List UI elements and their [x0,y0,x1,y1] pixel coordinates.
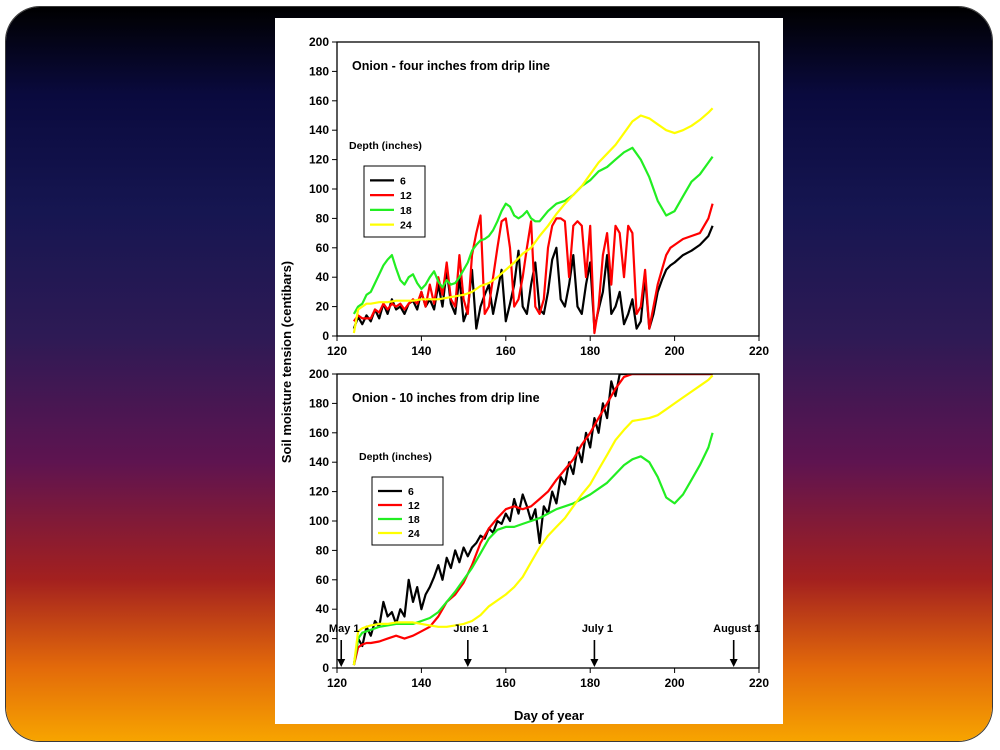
x-tick-label: 140 [411,676,431,690]
y-tick-label: 160 [309,94,329,108]
y-tick-label: 40 [316,602,330,616]
chart-1: 120 140 160 180 200 220 0 20 40 60 80 100 120 140 160 1… [309,35,769,358]
x-tick-label: 200 [665,676,685,690]
x-tick-label: 220 [749,676,769,690]
legend-label-6: 6 [400,175,406,187]
y-tick-label: 120 [309,485,329,499]
y-tick-label: 0 [322,661,329,675]
x-tick-label: 120 [327,676,347,690]
x-tick-label: 140 [411,344,431,358]
date-annotation: August 1 [713,623,760,635]
y-tick-label: 20 [316,632,330,646]
legend-label-18: 18 [408,514,420,526]
date-arrow-head [590,659,599,667]
chart-svg: Soil moisture tension (centibars) Day of… [279,35,769,723]
legend-label-24: 24 [408,528,420,540]
y-tick-label: 60 [316,573,330,587]
x-tick-label: 120 [327,344,347,358]
y-tick-label: 140 [309,123,329,137]
y-tick-label: 160 [309,426,329,440]
series-line-18 [352,146,714,315]
x-tick-label: 200 [665,344,685,358]
date-annotation: July 1 [582,623,613,635]
date-annotation: June 1 [453,623,488,635]
y-tick-label: 100 [309,514,329,528]
y-tick-label: 200 [309,35,329,49]
legend-title: Depth (inches) [359,451,432,463]
legend-label-12: 12 [400,190,412,202]
legend-label-12: 12 [408,500,420,512]
y-tick-label: 40 [316,270,330,284]
legend-title: Depth (inches) [349,140,422,152]
chart-panel: Soil moisture tension (centibars) Day of… [275,18,783,724]
y-tick-label: 80 [316,543,330,557]
x-axis-label: Day of year [514,708,584,723]
series-line-12 [352,374,713,666]
date-annotation: May 1 [329,623,360,635]
date-arrow-head [463,659,472,667]
legend-label-24: 24 [400,220,412,232]
y-tick-label: 120 [309,153,329,167]
y-tick-label: 100 [309,182,329,196]
date-arrow-head [337,659,346,667]
chart-title: Onion - four inches from drip line [352,59,550,73]
legend-label-18: 18 [400,205,412,217]
x-tick-label: 180 [580,676,600,690]
series-line-24 [352,107,714,334]
y-tick-label: 180 [309,396,329,410]
x-tick-label: 160 [496,676,516,690]
series-line-18 [352,432,714,666]
date-arrow-head [729,659,738,667]
y-tick-label: 200 [309,367,329,381]
y-axis-label: Soil moisture tension (centibars) [279,261,294,463]
chart-2: 120 140 160 180 200 220 0 20 40 60 80 100 120 140 160 1… [309,367,769,690]
x-tick-label: 160 [496,344,516,358]
series-line-24 [352,374,714,666]
y-tick-label: 0 [322,329,329,343]
y-tick-label: 140 [309,455,329,469]
y-tick-label: 80 [316,211,330,225]
y-tick-label: 180 [309,64,329,78]
y-tick-label: 60 [316,241,330,255]
x-tick-label: 220 [749,344,769,358]
x-tick-label: 180 [580,344,600,358]
y-tick-label: 20 [316,300,330,314]
legend-label-6: 6 [408,486,414,498]
legend-box [363,165,426,238]
chart-title: Onion - 10 inches from drip line [352,391,540,405]
